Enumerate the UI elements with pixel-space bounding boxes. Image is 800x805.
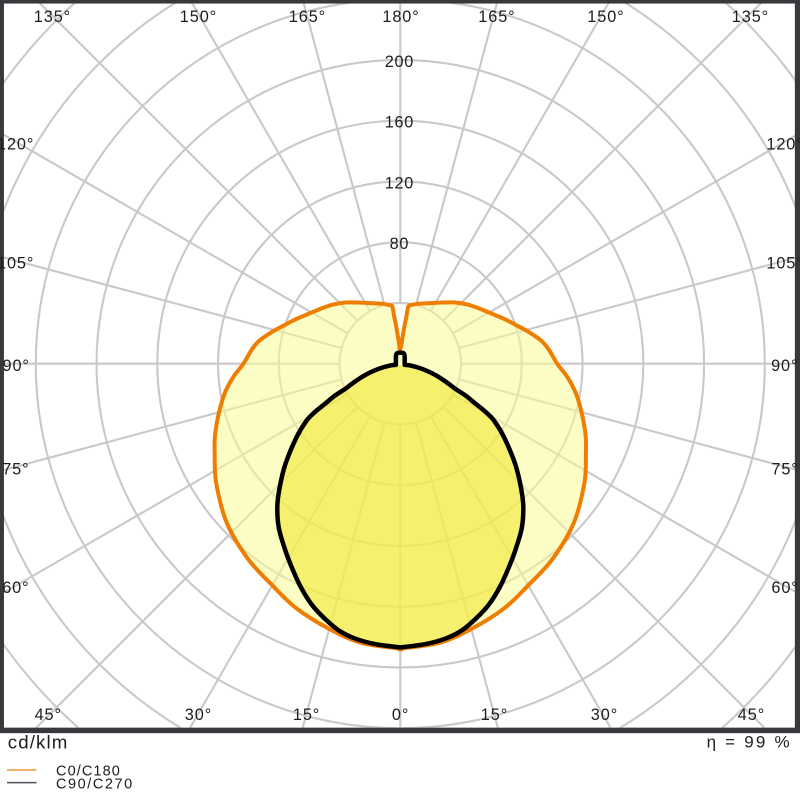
svg-text:45°: 45° <box>738 706 765 724</box>
svg-text:0°: 0° <box>392 706 409 724</box>
svg-text:30°: 30° <box>591 706 618 724</box>
svg-text:135°: 135° <box>34 8 71 26</box>
svg-text:90°: 90° <box>771 357 798 375</box>
svg-text:60°: 60° <box>771 579 798 597</box>
svg-text:80: 80 <box>390 235 410 253</box>
svg-text:75°: 75° <box>771 460 798 478</box>
svg-text:30°: 30° <box>185 706 212 724</box>
svg-text:135°: 135° <box>732 8 769 26</box>
svg-text:C90/C270: C90/C270 <box>56 776 134 792</box>
svg-text:160: 160 <box>385 114 414 132</box>
svg-text:90°: 90° <box>3 357 30 375</box>
svg-text:165°: 165° <box>478 8 515 26</box>
svg-text:165°: 165° <box>289 8 326 26</box>
svg-text:105°: 105° <box>766 254 800 272</box>
svg-text:120°: 120° <box>766 135 800 153</box>
svg-text:150°: 150° <box>180 8 217 26</box>
svg-text:15°: 15° <box>481 706 508 724</box>
svg-text:75°: 75° <box>2 460 29 478</box>
svg-text:η = 99 %: η = 99 % <box>707 733 792 752</box>
svg-text:45°: 45° <box>35 706 62 724</box>
svg-text:200: 200 <box>385 53 414 71</box>
svg-text:150°: 150° <box>587 8 624 26</box>
svg-text:120°: 120° <box>0 135 34 153</box>
svg-text:105°: 105° <box>0 254 34 272</box>
svg-text:cd/klm: cd/klm <box>8 732 69 753</box>
svg-text:120: 120 <box>385 174 414 192</box>
svg-text:60°: 60° <box>2 579 29 597</box>
svg-text:180°: 180° <box>382 8 419 26</box>
svg-text:C0/C180: C0/C180 <box>56 764 121 780</box>
svg-text:15°: 15° <box>293 706 320 724</box>
